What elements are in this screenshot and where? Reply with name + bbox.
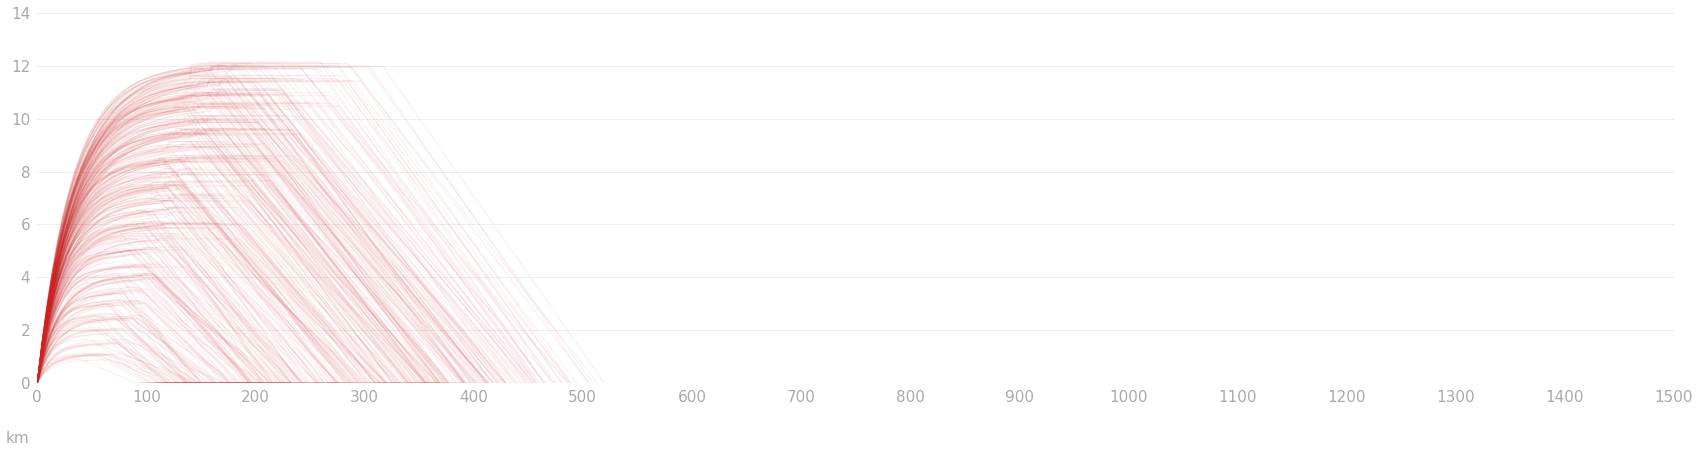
Text: km: km — [5, 431, 29, 446]
